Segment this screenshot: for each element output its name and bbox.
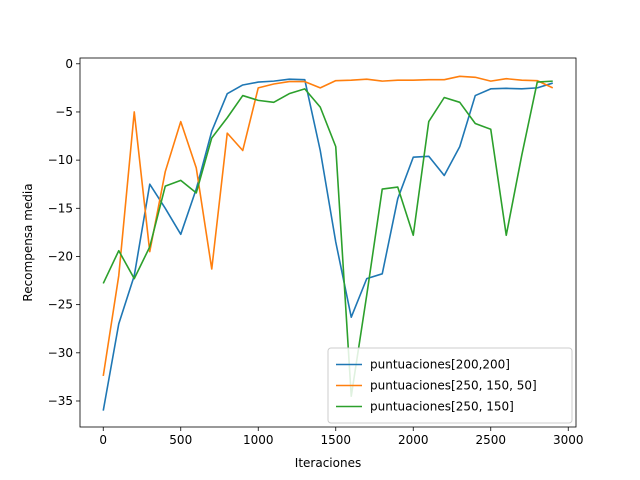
x-tick-label: 500 — [169, 433, 192, 447]
y-tick-label: −20 — [48, 249, 73, 263]
legend-label-1: puntuaciones[200,200] — [370, 358, 510, 372]
y-tick-label: −10 — [48, 153, 73, 167]
legend-box — [327, 347, 573, 424]
x-tick-label: 0 — [99, 433, 107, 447]
x-tick-label: 3000 — [553, 433, 584, 447]
y-tick-label: −25 — [48, 298, 73, 312]
y-axis: 0 −5 −10 −15 −20 −25 −30 −35 — [48, 57, 80, 408]
x-axis: 0 500 1000 1500 2000 2500 3000 — [99, 427, 584, 447]
series-line-2 — [102, 75, 554, 377]
x-tick-label: 1500 — [320, 433, 351, 447]
legend-label-3: puntuaciones[250, 150] — [370, 400, 514, 414]
series-line-1 — [102, 78, 553, 411]
x-axis-label: Iteraciones — [295, 456, 361, 470]
series-lines — [102, 75, 554, 411]
y-tick-label: −30 — [48, 346, 73, 360]
x-tick-label: 1000 — [243, 433, 274, 447]
y-tick-label: −15 — [48, 201, 73, 215]
y-axis-label: Recompensa media — [21, 183, 35, 301]
legend: puntuaciones[200,200] puntuaciones[250, 1… — [327, 347, 573, 424]
y-tick-label: −35 — [48, 394, 73, 408]
y-tick-label: −5 — [55, 105, 73, 119]
plot-frame — [79, 57, 577, 428]
legend-label-2: puntuaciones[250, 150, 50] — [370, 379, 537, 393]
x-tick-label: 2000 — [398, 433, 429, 447]
y-tick-label: 0 — [65, 57, 73, 71]
x-tick-label: 2500 — [475, 433, 506, 447]
series-line-3 — [102, 80, 553, 397]
